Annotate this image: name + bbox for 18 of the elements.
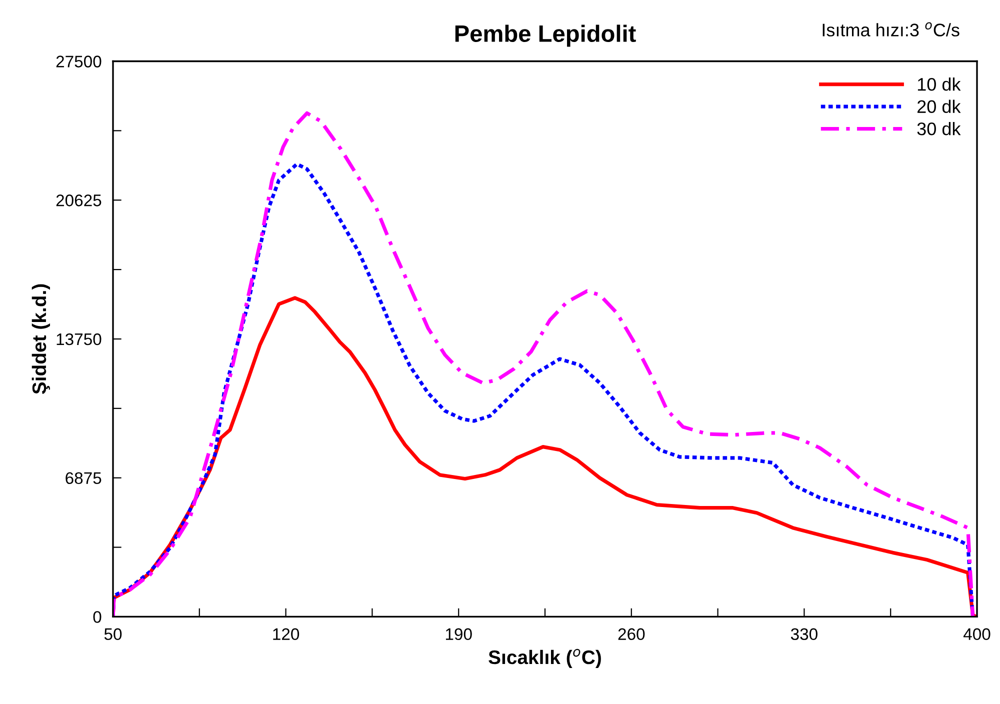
x-tick-label: 330 [790,628,818,640]
x-tick-label: 120 [273,628,300,640]
y-axis-title: Şiddet (k.d.) [32,284,50,394]
x-tick-label: 260 [618,628,645,640]
y-tick-label: 20625 [56,194,102,206]
chart-title: Pembe Lepidolit [455,24,636,47]
legend-label: 20 dk [917,100,961,114]
x-axis-title: Sıcaklık ($^{o}$C) [488,648,601,668]
legend-label: 30 dk [917,122,961,136]
x-tick-label: 190 [446,628,472,640]
y-tick-label: 13750 [56,333,102,346]
y-tick-label: 0 [93,611,102,623]
y-tick-label: 27500 [56,56,102,68]
x-tick-label: 400 [963,628,990,640]
legend-label: 10 dk [918,78,961,91]
y-tick-label: 6875 [66,472,102,484]
x-tick-label: 50 [104,628,122,640]
text: Isıtma hızı:3 $^{o}$C/s [822,22,960,36]
